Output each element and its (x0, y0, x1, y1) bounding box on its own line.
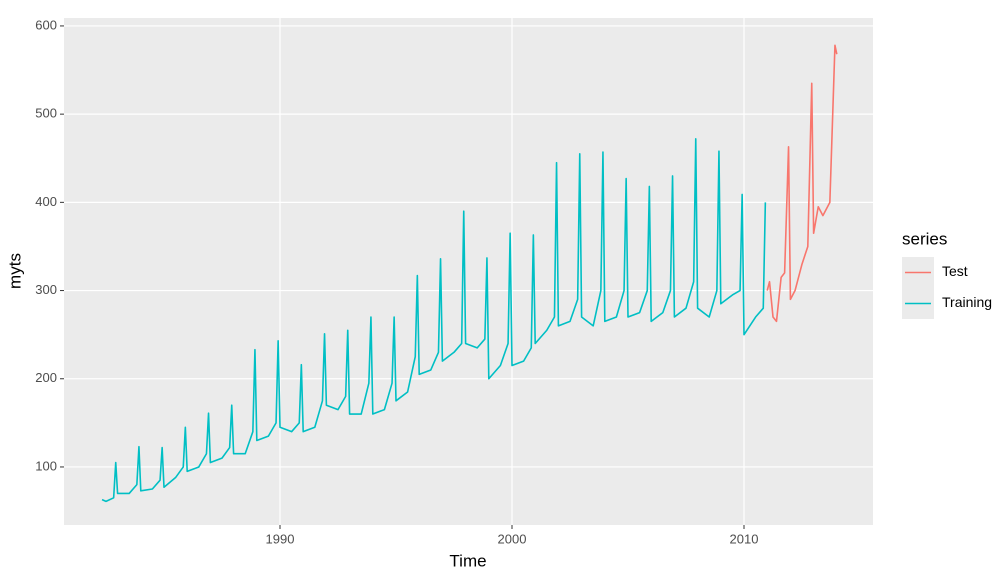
x-tick-label: 1990 (266, 531, 295, 546)
x-axis-title: Time (449, 551, 486, 570)
lines (101, 44, 838, 503)
legend: Test Training (902, 257, 992, 319)
series-line (101, 138, 767, 503)
y-tick-label: 500 (35, 106, 57, 121)
panel-background (64, 18, 873, 525)
grid (64, 18, 873, 525)
series-line (766, 44, 838, 323)
y-tick-label: 300 (35, 282, 57, 297)
legend-title: series (902, 229, 947, 248)
legend-label: Training (942, 294, 992, 310)
y-tick-label: 400 (35, 194, 57, 209)
x-tick-label: 2010 (730, 531, 759, 546)
ticks: 100 200 300 400 500 600 1990 2000 2010 (35, 17, 758, 546)
y-tick-label: 200 (35, 370, 57, 385)
x-tick-label: 2000 (498, 531, 527, 546)
y-tick-label: 600 (35, 17, 57, 32)
legend-label: Test (942, 263, 968, 279)
y-axis-title: myts (5, 253, 24, 289)
y-tick-label: 100 (35, 458, 57, 473)
